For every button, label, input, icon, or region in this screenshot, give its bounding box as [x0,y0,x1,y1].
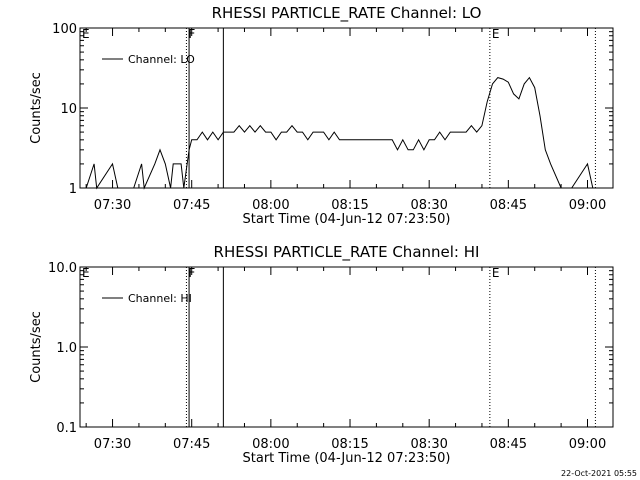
series-line [85,76,598,190]
x-tick-label: 08:00 [252,198,289,213]
x-tick-label: 07:45 [173,437,210,452]
x-tick-label: 08:15 [331,198,368,213]
chart-title: RHESSI PARTICLE_RATE Channel: LO [212,4,482,23]
x-tick-label: 08:30 [410,437,447,452]
x-tick-label: 07:45 [173,198,210,213]
legend-label: Channel: LO [128,53,195,66]
marker-label: E [82,27,90,41]
x-tick-label: 08:45 [490,437,527,452]
hi-channel-chart: RHESSI PARTICLE_RATE Channel: HI 0.1 1.0 10… [29,243,614,466]
x-axis-label: Start Time (04-Jun-12 07:23:50) [243,212,451,227]
plot-frame [79,266,614,428]
y-tick-label: 100 [52,22,77,37]
lo-channel-chart: RHESSI PARTICLE_RATE Channel: LO 1 10 100 07… [29,4,614,227]
x-axis-label: Start Time (04-Jun-12 07:23:50) [243,451,451,466]
marker-label: E [492,266,500,280]
plot-frame [79,27,614,189]
marker-label: F [188,27,195,41]
y-tick-label: 1.0 [56,341,77,356]
x-tick-label: 09:00 [569,198,606,213]
x-tick-label: 08:45 [490,198,527,213]
x-tick-label: 07:30 [94,198,131,213]
x-tick-label: 08:00 [252,437,289,452]
x-tick-label: 08:30 [410,198,447,213]
marker-label: E [82,266,90,280]
footer-timestamp: 22-Oct-2021 05:55 [561,469,637,478]
y-axis-label: Counts/sec [29,72,44,144]
marker-label: E [492,27,500,41]
marker-label: F [188,266,195,280]
y-axis-label: Counts/sec [29,311,44,383]
y-tick-label: 10 [60,102,77,117]
y-tick-label: 1 [69,182,77,197]
x-tick-label: 09:00 [569,437,606,452]
y-tick-label: 0.1 [56,421,77,436]
x-tick-label: 07:30 [94,437,131,452]
x-tick-label: 08:15 [331,437,368,452]
legend-label: Channel: HI [128,292,192,305]
chart-title: RHESSI PARTICLE_RATE Channel: HI [214,243,480,262]
y-tick-label: 10.0 [48,261,77,276]
